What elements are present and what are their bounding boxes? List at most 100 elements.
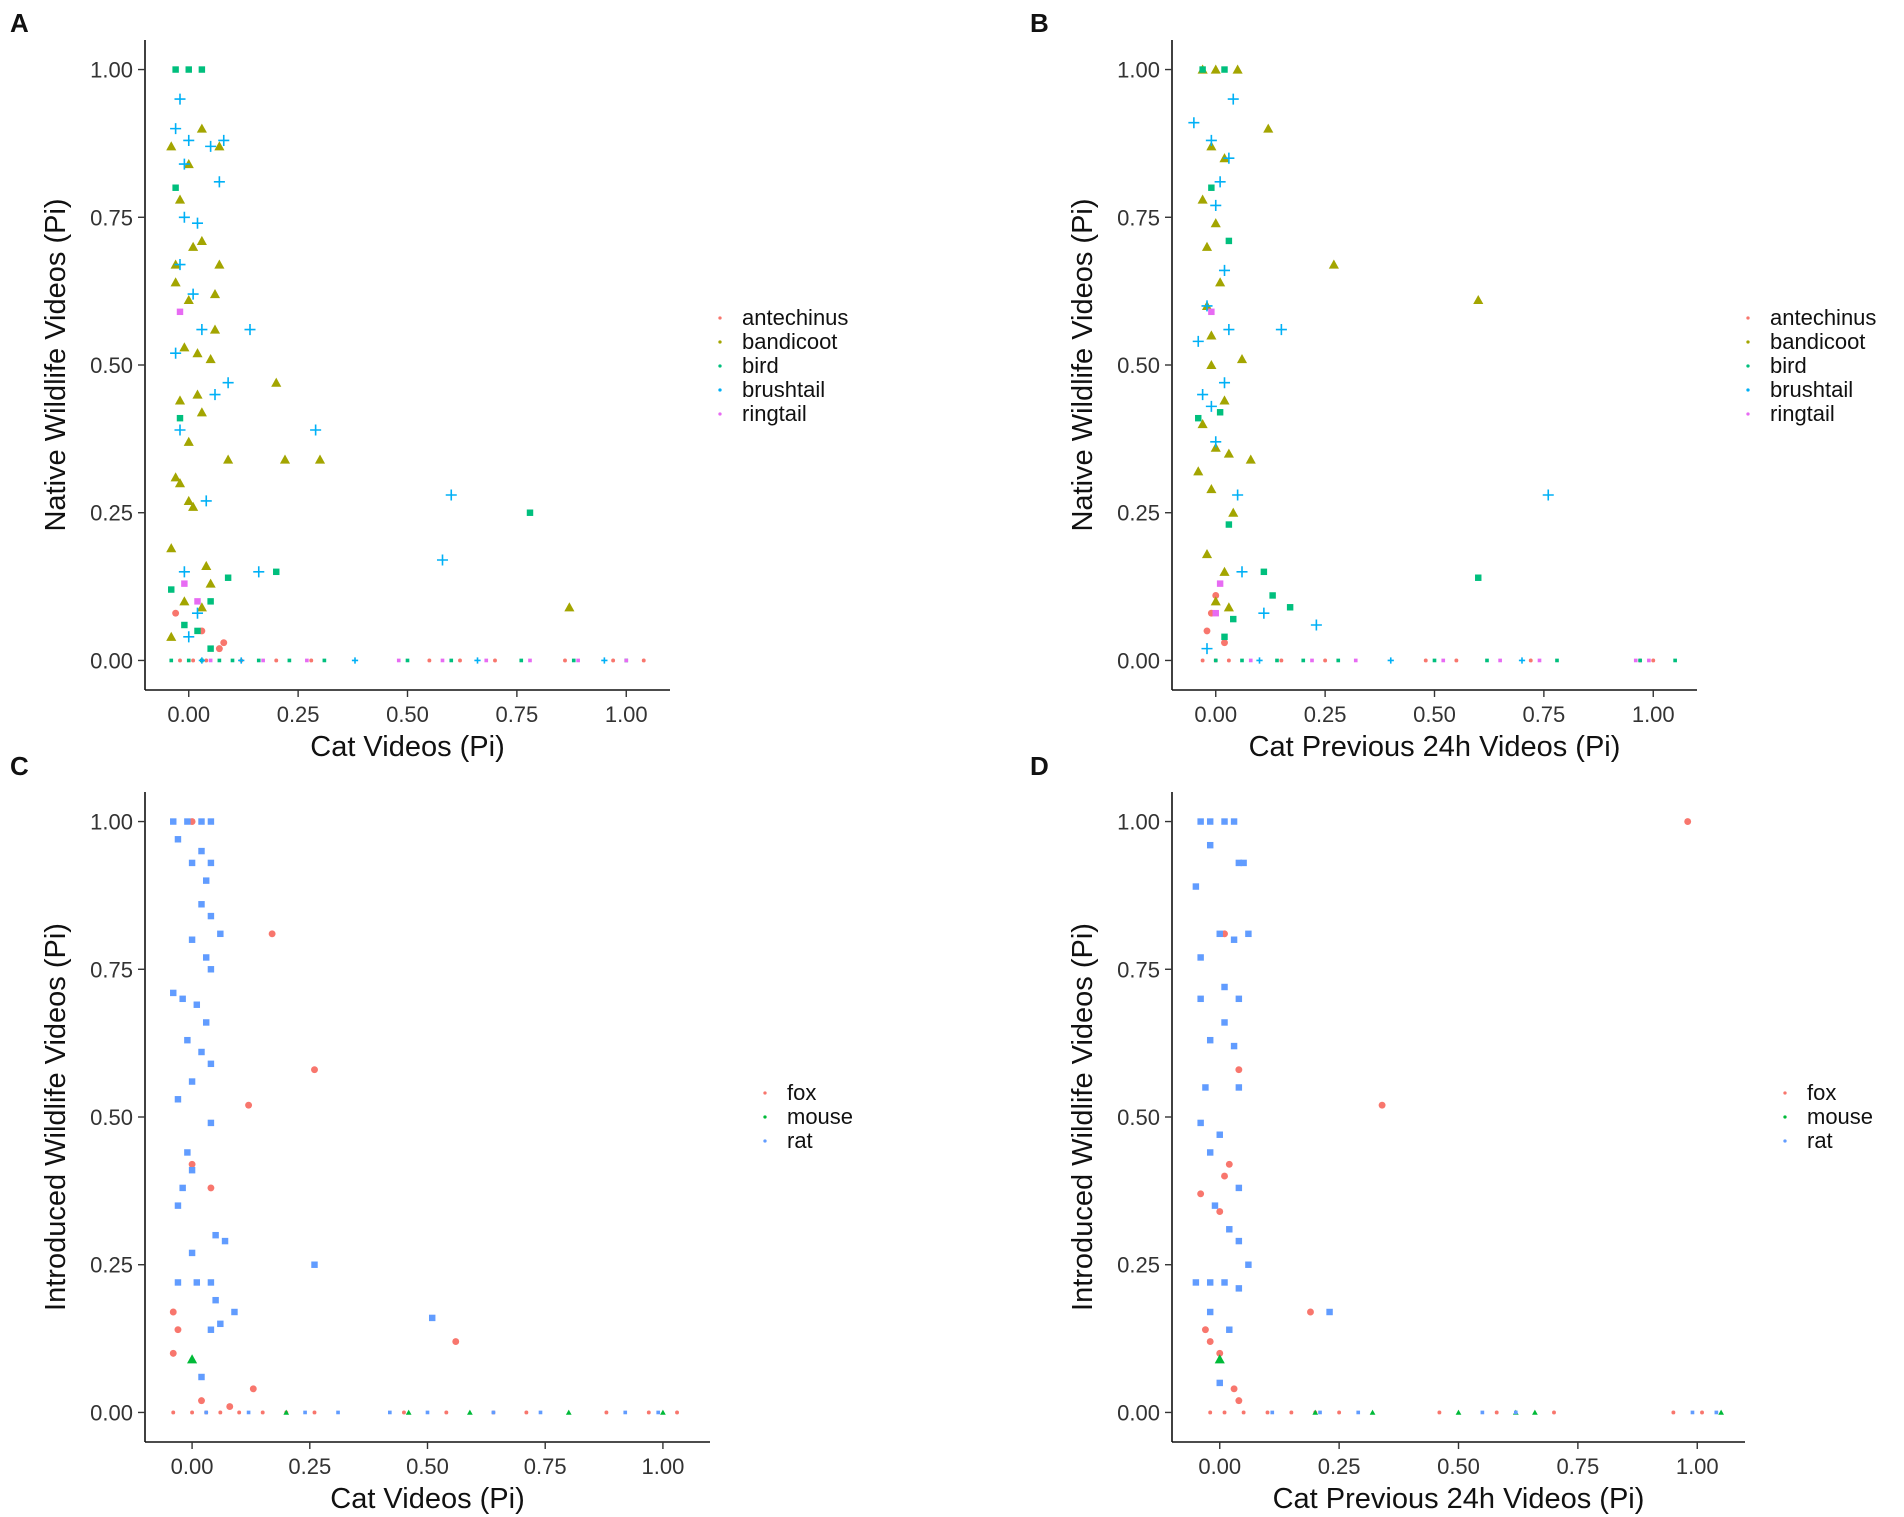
panel-c: C 0.00 0.25 0.50 0.75 1.00 0.00 0.25 0.50 0.75 1.0… xyxy=(10,751,853,1515)
point-bandicoot xyxy=(1473,294,1484,305)
point-brushtail xyxy=(1387,657,1394,664)
point-antechinus xyxy=(1323,658,1328,663)
point-bird xyxy=(224,574,232,581)
point-rat xyxy=(1192,1279,1200,1286)
point-rat xyxy=(1240,859,1247,867)
point-bird xyxy=(1213,658,1218,663)
point-rat xyxy=(1221,1279,1228,1286)
point-bandicoot xyxy=(183,436,194,446)
point-brushtail xyxy=(1256,657,1263,664)
point-bandicoot xyxy=(205,578,216,588)
point-mouse xyxy=(1369,1409,1376,1415)
point-rat xyxy=(1211,1202,1219,1209)
point-brushtail xyxy=(351,657,359,664)
point-rat xyxy=(202,954,210,961)
x-tick-label: 0.25 xyxy=(1304,702,1347,727)
point-brushtail xyxy=(1210,199,1222,211)
point-rat xyxy=(1206,818,1214,825)
point-fox xyxy=(268,930,276,938)
legend-key-bandicoot xyxy=(718,340,722,344)
point-brushtail xyxy=(1310,619,1322,631)
point-rat xyxy=(1235,1184,1243,1192)
point-brushtail xyxy=(174,93,186,105)
point-fox xyxy=(402,1410,406,1415)
point-rat xyxy=(188,936,196,943)
x-tick-label: 0.00 xyxy=(1194,702,1237,727)
point-fox xyxy=(1265,1410,1270,1415)
point-bandicoot xyxy=(1210,64,1221,74)
point-bandicoot xyxy=(279,454,291,464)
series-fox xyxy=(169,818,679,1415)
point-antechinus xyxy=(1279,658,1284,663)
point-bird xyxy=(1269,592,1276,599)
y-axis-title: Native Wildlife Videos (Pi) xyxy=(1067,198,1099,531)
point-brushtail xyxy=(174,259,186,271)
point-rat xyxy=(207,1119,215,1127)
point-bandicoot xyxy=(1223,602,1234,612)
point-bandicoot xyxy=(192,389,203,399)
point-brushtail xyxy=(1205,134,1217,146)
point-bird xyxy=(1225,237,1233,245)
point-rat xyxy=(656,1410,661,1415)
point-rat xyxy=(1235,859,1243,867)
x-tick-label: 0.75 xyxy=(524,1454,567,1479)
point-bird xyxy=(1336,658,1341,663)
series-bird xyxy=(1195,66,1677,663)
x-axis-title: Cat Previous 24h Videos (Pi) xyxy=(1273,1483,1645,1515)
point-brushtail xyxy=(191,217,204,229)
point-bird xyxy=(1225,521,1233,528)
point-rat xyxy=(179,1184,186,1192)
point-ringtail xyxy=(181,580,188,587)
x-tick-label: 1.00 xyxy=(1676,1454,1719,1479)
point-rat xyxy=(170,818,177,825)
point-brushtail xyxy=(1223,324,1235,336)
point-bandicoot xyxy=(1223,448,1234,458)
point-rat xyxy=(174,836,182,843)
point-rat xyxy=(198,1048,205,1056)
series-mouse xyxy=(1214,1354,1724,1415)
point-brushtail xyxy=(1218,264,1231,276)
point-bandicoot xyxy=(1210,596,1221,606)
legend-label-antechinus: antechinus xyxy=(1770,305,1876,330)
point-rat xyxy=(207,818,215,825)
point-bird xyxy=(1199,66,1206,73)
point-rat xyxy=(212,1231,219,1239)
point-bandicoot xyxy=(214,259,225,269)
point-rat xyxy=(428,1314,436,1322)
point-bird xyxy=(169,658,174,663)
point-bandicoot xyxy=(201,560,212,570)
legend-label-rat: rat xyxy=(787,1128,813,1153)
point-rat xyxy=(198,901,205,908)
point-brushtail xyxy=(178,158,190,170)
point-ringtail xyxy=(1310,658,1314,663)
point-fox xyxy=(1684,818,1692,825)
point-brushtail xyxy=(1232,489,1244,501)
point-rat xyxy=(1226,1226,1233,1233)
legend-label-ringtail: ringtail xyxy=(742,401,807,426)
series-ringtail xyxy=(1208,308,1651,663)
series-rat xyxy=(1192,818,1719,1415)
panel-label: A xyxy=(10,8,29,38)
point-rat xyxy=(170,989,177,997)
point-rat xyxy=(1356,1410,1361,1415)
legend-key-ringtail xyxy=(718,412,722,416)
legend-key-rat xyxy=(763,1139,767,1143)
point-bird xyxy=(1216,409,1224,416)
legend-label-bandicoot: bandicoot xyxy=(1770,329,1865,354)
point-antechinus xyxy=(274,658,279,663)
point-fox xyxy=(1221,1172,1228,1180)
x-tick-label: 0.75 xyxy=(1556,1454,1599,1479)
point-bandicoot xyxy=(223,454,234,464)
point-brushtail xyxy=(1275,324,1287,336)
point-rat xyxy=(1245,1261,1252,1268)
point-rat xyxy=(184,1149,191,1156)
legend-label-bandicoot: bandicoot xyxy=(742,329,837,354)
point-bird xyxy=(449,658,454,663)
point-antechinus xyxy=(215,645,223,653)
point-bandicoot xyxy=(192,348,203,358)
point-bandicoot xyxy=(564,602,575,612)
point-brushtail xyxy=(174,424,186,436)
point-antechinus xyxy=(178,658,182,663)
point-fox xyxy=(1216,1349,1224,1357)
point-brushtail xyxy=(1205,400,1217,412)
